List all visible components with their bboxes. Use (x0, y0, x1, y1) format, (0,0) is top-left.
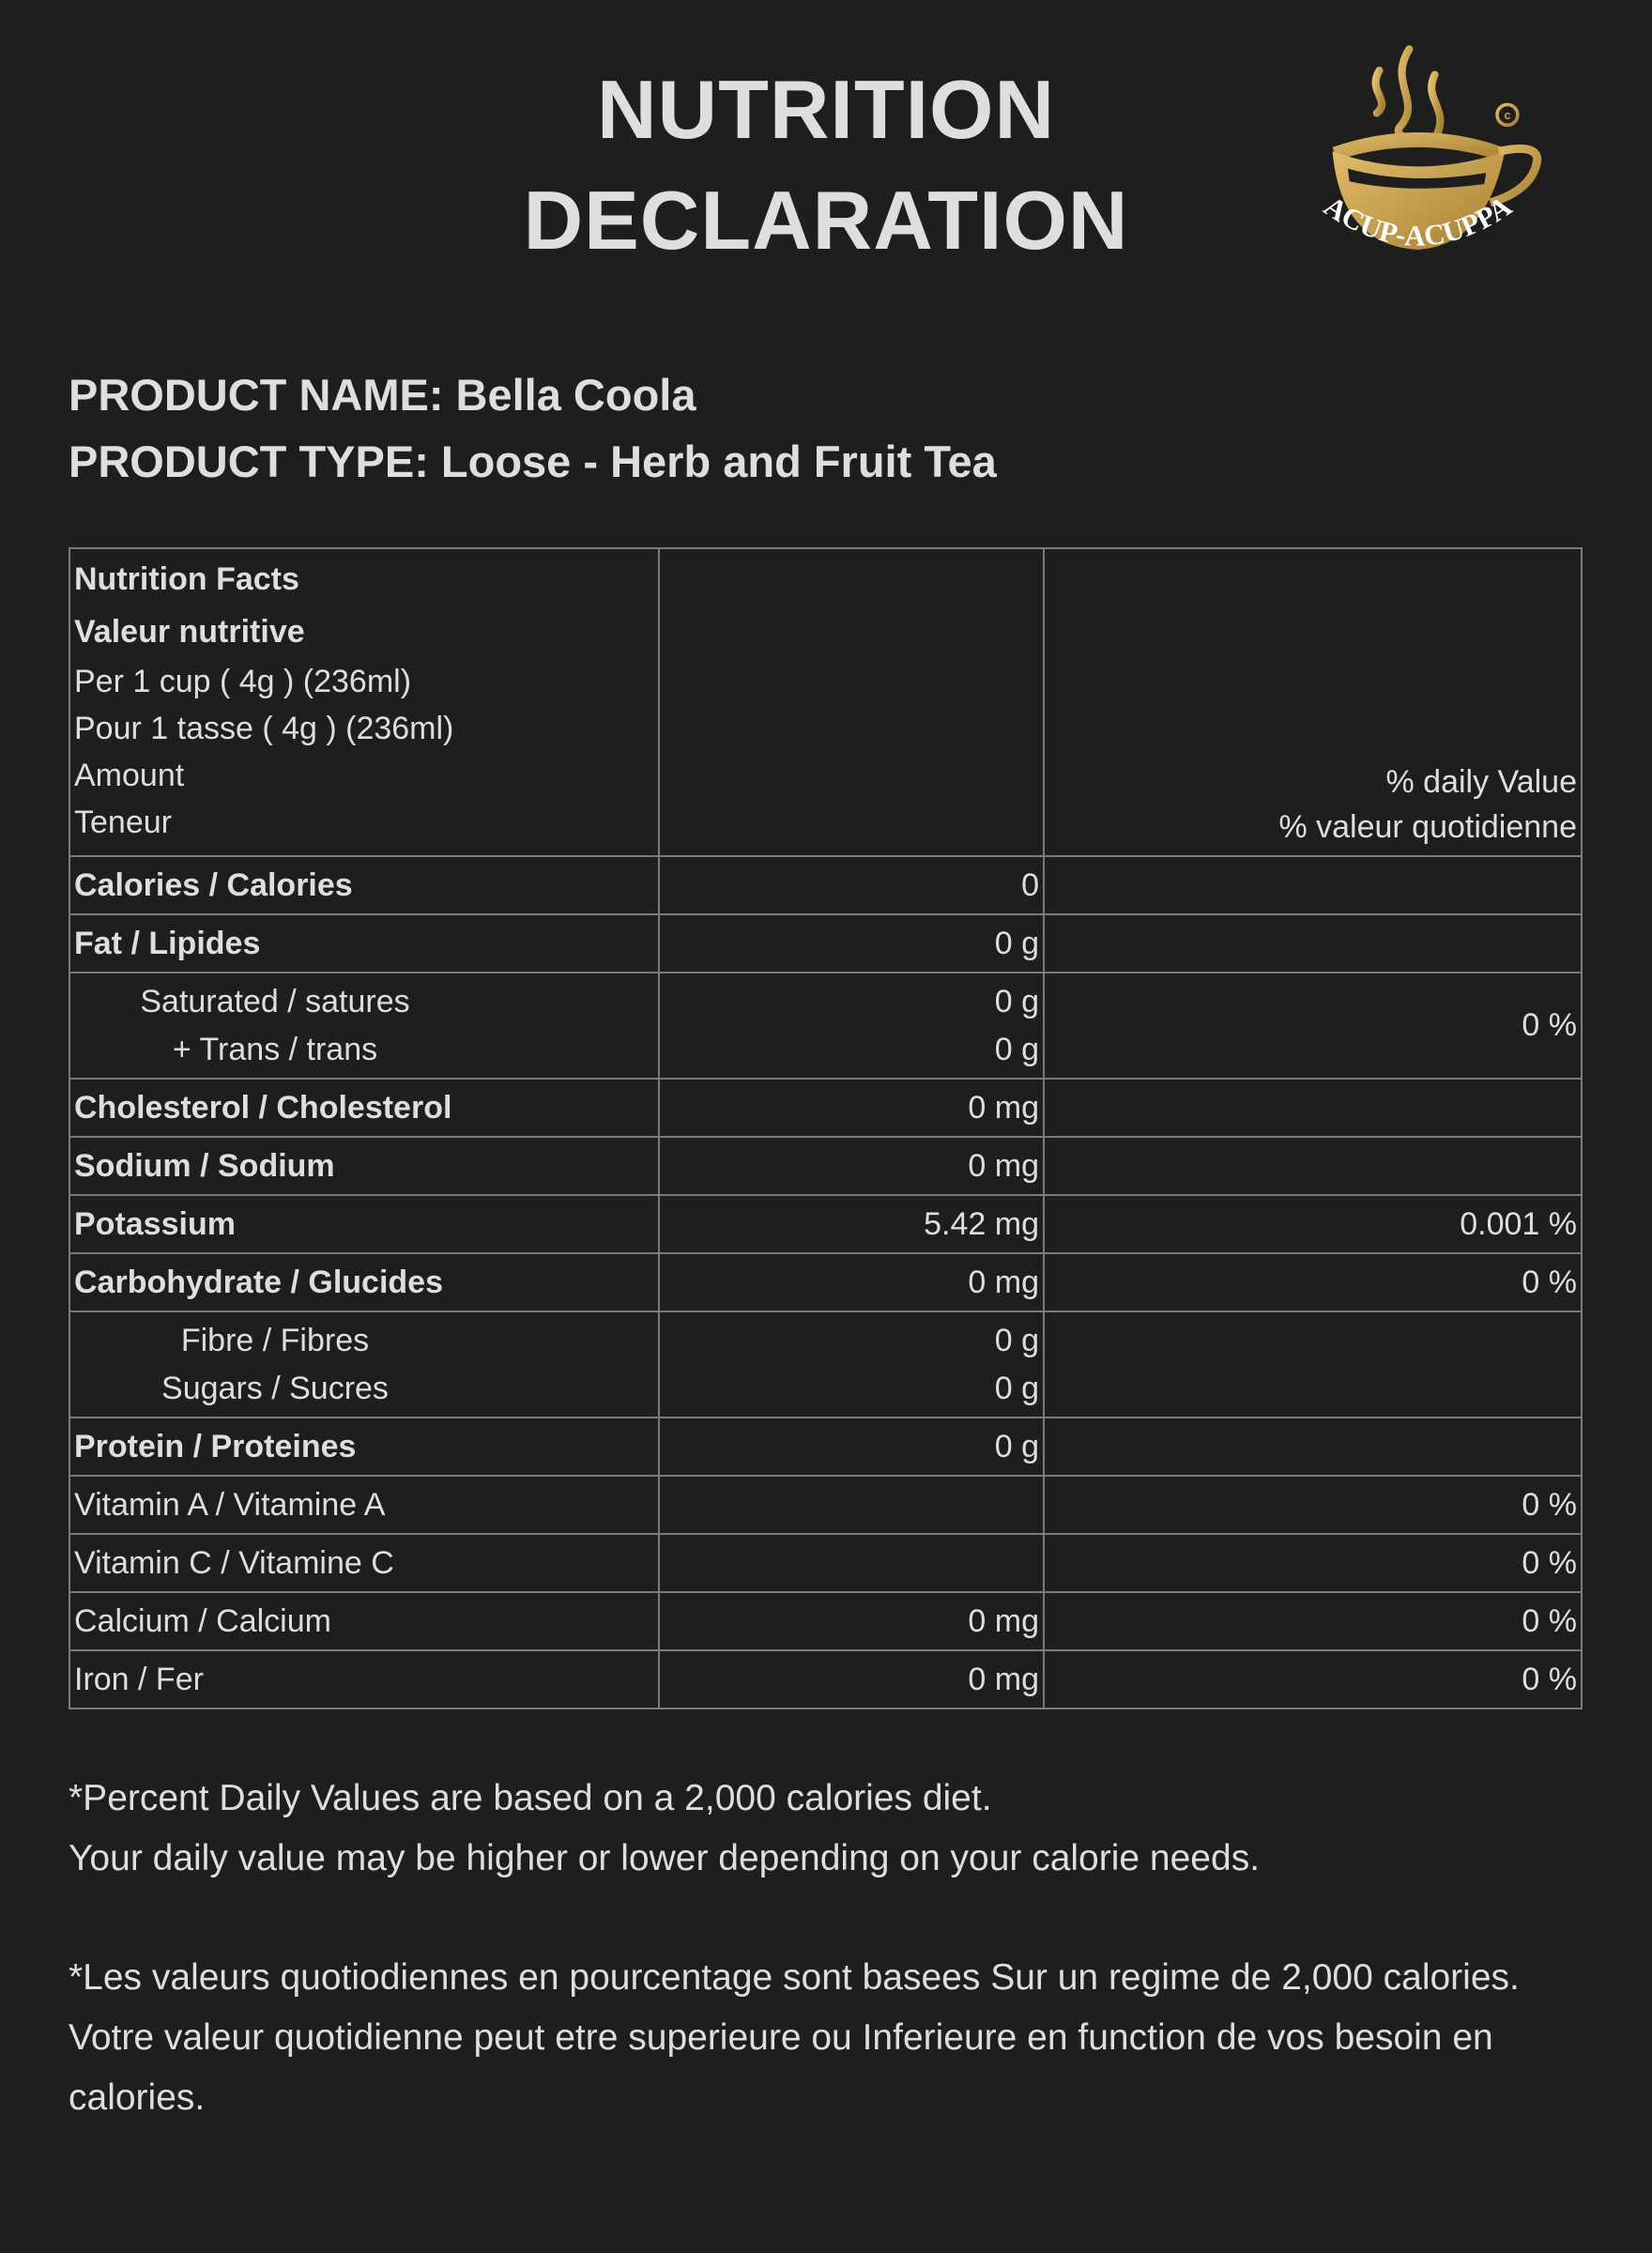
dv-cell: 0 % (1043, 1533, 1583, 1593)
amount-cell: 0 mg (658, 1136, 1045, 1196)
nutrient-sub-labels: Fibre / Fibres Sugars / Sucres (69, 1310, 660, 1418)
nutrient-label: Vitamin C / Vitamine C (69, 1533, 660, 1593)
amount-cell: 0 mg (658, 1649, 1045, 1709)
nutrient-label: Cholesterol / Cholesterol (69, 1078, 660, 1138)
dv-cell: 0 % (1043, 972, 1583, 1080)
table-row: Vitamin A / Vitamine A 0 % (69, 1475, 1583, 1535)
footnote-fr: *Les valeurs quotiodiennes en pourcentag… (69, 1948, 1589, 2128)
title-line-1: NUTRITION (596, 63, 1056, 156)
dv-cell (1043, 1078, 1583, 1138)
valeur-nutritive-heading: Valeur nutritive (74, 614, 305, 650)
dv-cell (1043, 855, 1583, 915)
page-title: NUTRITION DECLARATION (357, 54, 1295, 276)
amount-cell: 0 mg (658, 1591, 1045, 1651)
amount-cell: 0 (658, 855, 1045, 915)
amount-cell: 0 g (658, 1417, 1045, 1477)
serving-size-fr: Pour 1 tasse ( 4g ) (236ml) (74, 711, 454, 746)
amount-cell: 0 mg (658, 1252, 1045, 1312)
dv-cell (1043, 913, 1583, 973)
title-line-2: DECLARATION (523, 174, 1129, 267)
table-header-row: Nutrition Facts Valeur nutritive Per 1 c… (69, 547, 1583, 857)
amount-label: Amount (74, 758, 185, 793)
table-row: Potassium 5.42 mg 0.001 % (69, 1194, 1583, 1254)
table-row: Carbohydrate / Glucides 0 mg 0 % (69, 1252, 1583, 1312)
dv-cell (1043, 1417, 1583, 1477)
amount-value: 0 g (994, 1031, 1039, 1067)
dv-cell (1043, 1136, 1583, 1196)
table-row: Fat / Lipides 0 g (69, 913, 1583, 973)
dv-cell (1043, 1310, 1583, 1418)
daily-value-label: % daily Value (1385, 764, 1578, 800)
amount-cell: 0 g (658, 913, 1045, 973)
table-row: Cholesterol / Cholesterol 0 mg (69, 1078, 1583, 1138)
nutrient-sub-label: Fibre / Fibres (180, 1322, 370, 1358)
table-row: Iron / Fer 0 mg 0 % (69, 1649, 1583, 1709)
amount-cell: 0 mg (658, 1078, 1045, 1138)
table-row: Vitamin C / Vitamine C 0 % (69, 1533, 1583, 1593)
footnote-en: *Percent Daily Values are based on a 2,0… (69, 1769, 1589, 1889)
header-dv-cell: % daily Value % valeur quotidienne (1043, 547, 1583, 857)
product-type: PRODUCT TYPE: Loose - Herb and Fruit Tea (69, 437, 997, 486)
dv-cell: 0 % (1043, 1252, 1583, 1312)
footnote-fr-line-2: Votre valeur quotidienne peut etre super… (69, 2017, 1493, 2118)
table-row: Protein / Proteines 0 g (69, 1417, 1583, 1477)
product-name: PRODUCT NAME: Bella Coola (69, 370, 696, 420)
footnote-fr-line-1: *Les valeurs quotiodiennes en pourcentag… (69, 1957, 1520, 1998)
nutrient-label: Potassium (69, 1194, 660, 1254)
nutrient-label: Sodium / Sodium (69, 1136, 660, 1196)
nutrient-label: Calcium / Calcium (69, 1591, 660, 1651)
table-row: Calories / Calories 0 (69, 855, 1583, 915)
acup-acuppa-logo: c ACUP-ACUPPA (1318, 45, 1542, 253)
amount-value: 0 g (994, 1322, 1039, 1358)
nutrient-label: Vitamin A / Vitamine A (69, 1475, 660, 1535)
header-amount-cell (658, 547, 1045, 857)
dv-cell: 0 % (1043, 1649, 1583, 1709)
table-row: Calcium / Calcium 0 mg 0 % (69, 1591, 1583, 1651)
amount-cell: 5.42 mg (658, 1194, 1045, 1254)
footnote-en-line-1: *Percent Daily Values are based on a 2,0… (69, 1778, 992, 1818)
nutrition-facts-table: Nutrition Facts Valeur nutritive Per 1 c… (69, 547, 1583, 1709)
nutrient-label: Protein / Proteines (69, 1417, 660, 1477)
nutrient-sub-label: Saturated / satures (140, 983, 410, 1019)
nutrient-sub-label: + Trans / trans (172, 1031, 378, 1067)
valeur-quotidienne-label: % valeur quotidienne (1278, 809, 1577, 845)
dv-cell: 0 % (1043, 1475, 1583, 1535)
nutrient-label: Carbohydrate / Glucides (69, 1252, 660, 1312)
footnote-en-line-2: Your daily value may be higher or lower … (69, 1838, 1261, 1878)
dv-cell: 0.001 % (1043, 1194, 1583, 1254)
svg-text:c: c (1504, 108, 1510, 122)
amount-value: 0 g (994, 1370, 1039, 1406)
nutrient-label: Iron / Fer (69, 1649, 660, 1709)
table-row: Sodium / Sodium 0 mg (69, 1136, 1583, 1196)
nutrition-facts-heading: Nutrition Facts (74, 561, 299, 597)
nutrient-sub-labels: Saturated / satures + Trans / trans (69, 972, 660, 1080)
header-label-cell: Nutrition Facts Valeur nutritive Per 1 c… (69, 547, 660, 857)
amount-cell (658, 1475, 1045, 1535)
nutrient-label: Fat / Lipides (69, 913, 660, 973)
amount-cell (658, 1533, 1045, 1593)
amount-value: 0 g (994, 983, 1039, 1019)
serving-size-en: Per 1 cup ( 4g ) (236ml) (74, 664, 412, 699)
teneur-label: Teneur (74, 805, 172, 840)
dv-cell: 0 % (1043, 1591, 1583, 1651)
nutrient-sub-label: Sugars / Sucres (161, 1370, 389, 1406)
nutrient-label: Calories / Calories (69, 855, 660, 915)
